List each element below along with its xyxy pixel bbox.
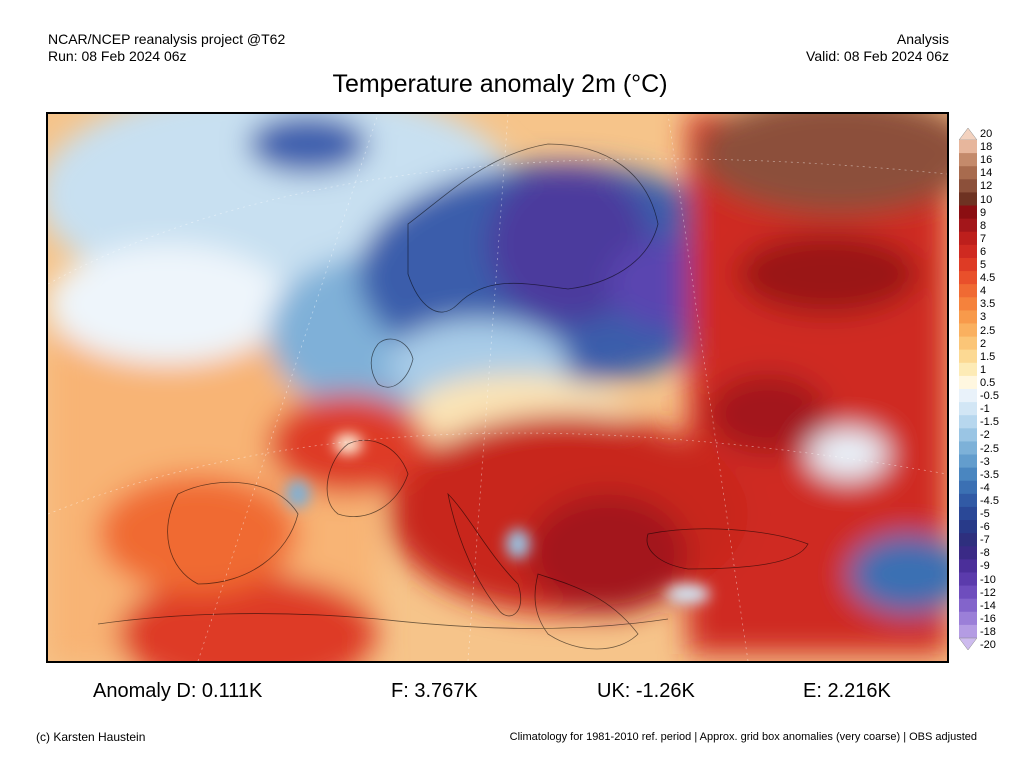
anomaly-uk-stat: UK: -1.26K <box>597 680 695 702</box>
colorbar-tick-label: 8 <box>980 219 987 232</box>
colorbar-tick-label: -3 <box>980 455 990 468</box>
anomaly-f-stat: F: 3.767K <box>391 680 478 702</box>
colorbar-tick-label: -10 <box>980 573 996 586</box>
colorbar-tick-label: -3.5 <box>980 468 999 481</box>
header-right: Analysis Valid: 08 Feb 2024 06z <box>806 31 949 65</box>
colorbar-cell <box>959 441 977 456</box>
colorbar-tick-label: -18 <box>980 626 996 638</box>
colorbar-tick-label: 0.5 <box>980 377 996 389</box>
colorbar-bottom-arrow <box>959 637 977 650</box>
colorbar-cell <box>959 454 977 469</box>
colorbar-tick-label: -6 <box>980 521 990 534</box>
colorbar-cell <box>959 271 977 285</box>
colorbar-cell <box>959 192 977 207</box>
colorbar-cell <box>959 572 977 587</box>
valid-label: Valid: 08 Feb 2024 06z <box>806 48 949 64</box>
colorbar-tick-label: -12 <box>980 586 996 599</box>
colorbar-tick-label: 3 <box>980 311 987 324</box>
colorbar-cell <box>959 428 977 442</box>
analysis-label: Analysis <box>896 31 949 47</box>
colorbar-tick-label: 9 <box>980 206 987 219</box>
anomaly-d-stat: Anomaly D: 0.111K <box>93 680 263 702</box>
colorbar-tick-label: -7 <box>980 534 990 547</box>
colorbar-tick-label: -4.5 <box>980 494 999 507</box>
colorbar-cell <box>959 402 977 416</box>
colorbar-tick-label: -1 <box>980 403 990 416</box>
colorbar-cell <box>959 310 977 324</box>
colorbar-tick-label: -14 <box>980 599 996 612</box>
colorbar-cell <box>959 389 977 403</box>
header-left: NCAR/NCEP reanalysis project @T62 Run: 0… <box>48 31 285 65</box>
colorbar-cell <box>959 205 977 220</box>
colorbar-tick-label: -8 <box>980 547 990 560</box>
colorbar-cell <box>959 218 977 233</box>
colorbar-cell <box>959 244 977 259</box>
colorbar-tick-label: 6 <box>980 245 987 258</box>
colorbar-tick-label: -16 <box>980 612 996 625</box>
colorbar-cell <box>959 467 977 482</box>
map-title: Temperature anomaly 2m (°C) <box>332 70 668 98</box>
colorbar-tick-label: 4 <box>980 285 987 298</box>
run-label: Run: 08 Feb 2024 06z <box>48 48 187 64</box>
colorbar-tick-label: 1 <box>980 363 987 376</box>
colorbar-cell <box>959 506 977 521</box>
colorbar-tick-label: 5 <box>980 259 987 272</box>
colorbar-tick-label: 7 <box>980 232 987 245</box>
colorbar-tick-label: 2.5 <box>980 324 996 337</box>
colorbar-cell <box>959 349 977 364</box>
colorbar-tick-label: -9 <box>980 560 990 573</box>
colorbar-tick-label: -1.5 <box>980 416 999 429</box>
colorbar-cell <box>959 284 977 298</box>
colorbar-tick-label: 18 <box>980 141 993 154</box>
colorbar-tick-label: -2 <box>980 429 990 442</box>
colorbar-tick-label: -20 <box>980 639 996 652</box>
colorbar-cell <box>959 480 977 495</box>
colorbar-cell <box>959 493 977 508</box>
temperature-anomaly-map <box>46 112 949 663</box>
colorbar-top-arrow <box>959 128 977 141</box>
colorbar-tick-label: -5 <box>980 508 990 521</box>
colorbar-cell <box>959 533 977 547</box>
colorbar-tick-label: 3.5 <box>980 298 996 311</box>
colorbar-cell <box>959 375 977 390</box>
project-label: NCAR/NCEP reanalysis project @T62 <box>48 31 286 47</box>
colorbar-cell <box>959 520 977 534</box>
map-image <box>48 114 947 661</box>
colorbar-cell <box>959 415 977 429</box>
colorbar-tick-label: 10 <box>980 193 993 206</box>
colorbar-cell <box>959 624 977 639</box>
anomaly-e-stat: E: 2.216K <box>803 680 891 702</box>
colorbar-cell <box>959 598 977 613</box>
colorbar-cell <box>959 362 977 377</box>
colorbar-tick-label: 20 <box>980 128 993 140</box>
colorbar-cell <box>959 231 977 246</box>
colorbar-cell <box>959 323 977 338</box>
colorbar-tick-label: 2 <box>980 337 987 350</box>
colorbar-cell <box>959 179 977 193</box>
colorbar-cell <box>959 166 977 180</box>
climatology-note: Climatology for 1981-2010 ref. period | … <box>509 731 977 743</box>
colorbar-cell <box>959 257 977 272</box>
colorbar-cell <box>959 546 977 560</box>
colorbar-cell <box>959 140 977 154</box>
colorbar-cell <box>959 336 977 351</box>
colorbar-tick-label: 12 <box>980 180 993 193</box>
colorbar-cell <box>959 611 977 626</box>
colorbar-tick-label: -0.5 <box>980 390 999 403</box>
colorbar-cell <box>959 559 977 573</box>
colorbar <box>959 128 977 650</box>
colorbar-tick-label: -2.5 <box>980 442 999 455</box>
colorbar-tick-label: -4 <box>980 481 990 494</box>
credit-label: (c) Karsten Haustein <box>36 730 146 744</box>
colorbar-tick-label: 1.5 <box>980 350 996 363</box>
colorbar-tick-label: 16 <box>980 154 993 167</box>
colorbar-tick-label: 14 <box>980 167 993 180</box>
colorbar-cell <box>959 585 977 600</box>
colorbar-cell <box>959 297 977 311</box>
colorbar-cell <box>959 153 977 167</box>
colorbar-tick-label: 4.5 <box>980 272 996 285</box>
